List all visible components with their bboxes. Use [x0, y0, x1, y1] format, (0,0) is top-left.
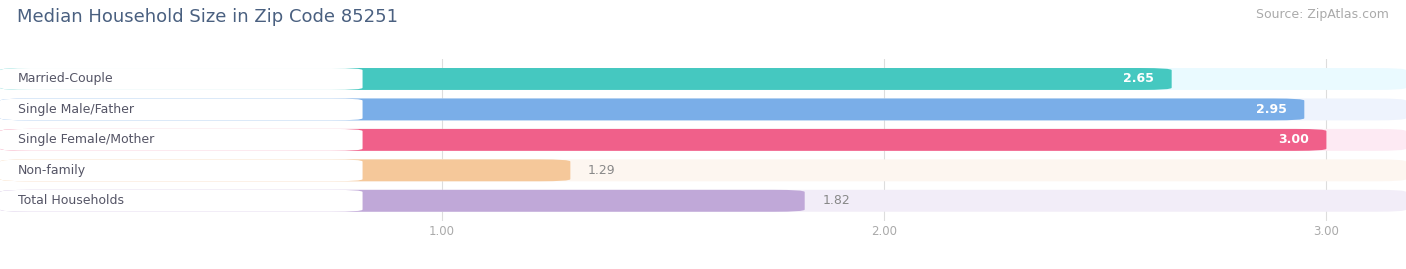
Text: Married-Couple: Married-Couple	[18, 72, 114, 86]
FancyBboxPatch shape	[0, 190, 1406, 212]
Text: Total Households: Total Households	[18, 194, 124, 207]
Text: 2.95: 2.95	[1256, 103, 1286, 116]
FancyBboxPatch shape	[0, 98, 1406, 121]
FancyBboxPatch shape	[0, 98, 363, 121]
FancyBboxPatch shape	[0, 129, 363, 151]
Text: Non-family: Non-family	[18, 164, 86, 177]
FancyBboxPatch shape	[0, 129, 1326, 151]
Text: Single Male/Father: Single Male/Father	[18, 103, 134, 116]
FancyBboxPatch shape	[0, 190, 363, 212]
Text: 3.00: 3.00	[1278, 133, 1309, 146]
FancyBboxPatch shape	[0, 98, 1305, 121]
Text: 1.82: 1.82	[823, 194, 851, 207]
FancyBboxPatch shape	[0, 68, 363, 90]
FancyBboxPatch shape	[0, 190, 804, 212]
Text: Source: ZipAtlas.com: Source: ZipAtlas.com	[1256, 8, 1389, 21]
Text: 2.65: 2.65	[1123, 72, 1154, 86]
Text: Median Household Size in Zip Code 85251: Median Household Size in Zip Code 85251	[17, 8, 398, 26]
FancyBboxPatch shape	[0, 159, 363, 181]
FancyBboxPatch shape	[0, 68, 1406, 90]
Text: Single Female/Mother: Single Female/Mother	[18, 133, 153, 146]
FancyBboxPatch shape	[0, 159, 1406, 181]
FancyBboxPatch shape	[0, 159, 571, 181]
FancyBboxPatch shape	[0, 129, 1406, 151]
FancyBboxPatch shape	[0, 68, 1171, 90]
Text: 1.29: 1.29	[588, 164, 616, 177]
